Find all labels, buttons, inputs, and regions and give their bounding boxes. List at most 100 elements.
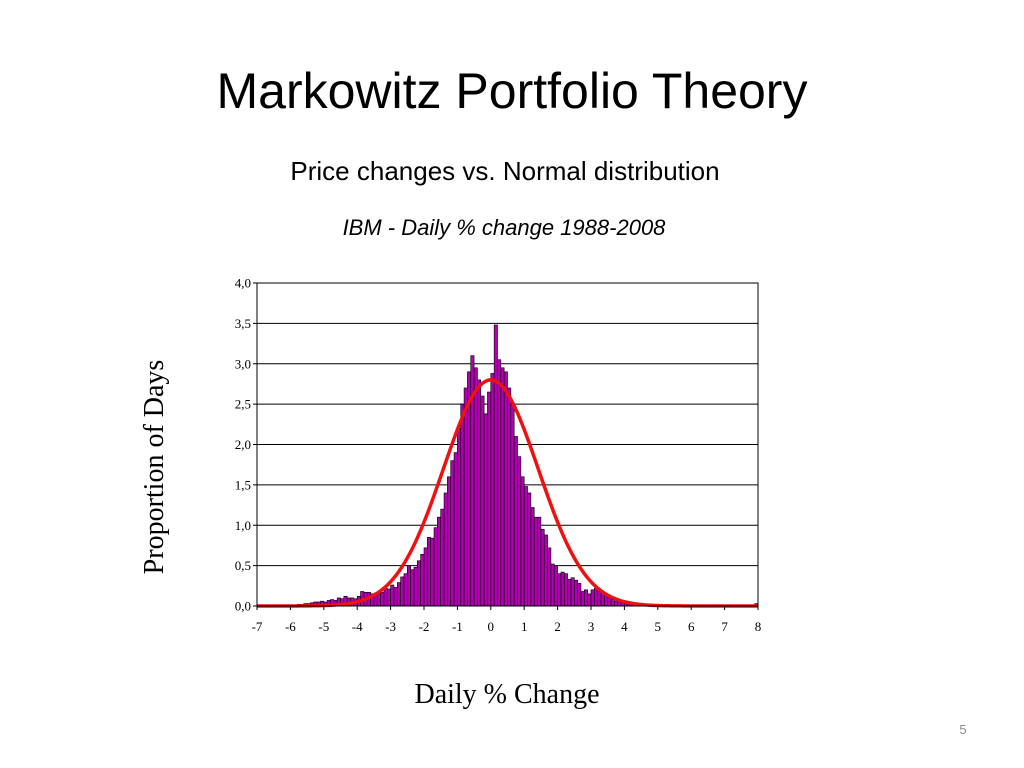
x-tick-label: -4 [352, 619, 363, 634]
x-tick-label: 7 [721, 619, 728, 634]
x-tick-label: 1 [521, 619, 528, 634]
x-tick-label: -2 [419, 619, 430, 634]
histogram-bar [557, 573, 562, 607]
histogram-bar [533, 516, 538, 607]
histogram-bar [413, 566, 418, 607]
histogram-bar [594, 587, 598, 607]
histogram-bar [480, 395, 485, 607]
x-tick-label: -1 [452, 619, 463, 634]
histogram-bar [393, 587, 398, 607]
y-tick-label: 2,0 [235, 437, 251, 452]
histogram-bar [386, 588, 391, 607]
histogram-bar [406, 565, 411, 607]
histogram-bar [573, 579, 578, 607]
histogram-bar [584, 589, 588, 607]
y-tick-label: 2,5 [235, 397, 251, 412]
x-tick-label: -6 [285, 619, 296, 634]
histogram-bar [487, 391, 492, 607]
histogram-bar [420, 554, 425, 607]
histogram-bar [410, 569, 415, 607]
histogram-bar [580, 591, 585, 607]
y-tick-label: 3,5 [235, 316, 251, 331]
y-tick-label: 1,0 [235, 518, 251, 533]
y-axis-label: Proportion of Days [139, 360, 170, 575]
histogram-bar [493, 324, 498, 607]
histogram-bar [520, 476, 525, 607]
histogram-bar [500, 367, 505, 607]
histogram-bar [563, 573, 568, 607]
x-tick-label: 0 [488, 619, 495, 634]
histogram-bar [587, 593, 592, 607]
histogram-bar [537, 516, 542, 607]
histogram-bar [417, 560, 421, 607]
histogram-bar [383, 587, 388, 607]
histogram-bar [540, 528, 545, 607]
histogram-bar [617, 601, 622, 607]
x-tick-label: 3 [588, 619, 595, 634]
histogram-bar [497, 359, 502, 607]
histogram-bar [607, 597, 612, 607]
y-tick-label: 0,5 [235, 558, 251, 573]
histogram-bar [600, 592, 605, 607]
histogram-bar [440, 508, 445, 607]
x-tick-label: 6 [688, 619, 695, 634]
histogram-bar [460, 403, 465, 607]
histogram-bar [503, 371, 508, 607]
histogram-bar [400, 576, 405, 607]
x-tick-label: 2 [554, 619, 561, 634]
histogram-bar [437, 516, 441, 607]
histogram-bar [403, 573, 408, 607]
x-tick-label: 4 [621, 619, 628, 634]
histogram-bar [430, 537, 435, 607]
y-tick-label: 4,0 [235, 276, 251, 291]
histogram-bar [433, 527, 438, 607]
y-tick-label: 1,5 [235, 477, 251, 492]
histogram-bars [256, 324, 759, 607]
histogram-bar [614, 600, 619, 607]
histogram-bar [450, 460, 455, 607]
histogram-bar [483, 413, 488, 607]
histogram-bar [547, 547, 552, 607]
slide-subtitle: Price changes vs. Normal distribution [290, 156, 720, 186]
slide-title: Markowitz Portfolio Theory [216, 63, 808, 119]
histogram-bar [447, 476, 452, 607]
histogram-bar [423, 547, 428, 607]
histogram-bar [567, 579, 572, 607]
histogram-bar [523, 486, 528, 607]
histogram-bar [510, 403, 515, 607]
histogram-bar [477, 379, 482, 607]
histogram-bar [590, 589, 595, 607]
histogram-bar [463, 387, 468, 607]
histogram-bar [390, 584, 395, 607]
histogram-bar [427, 537, 431, 607]
histogram-bar [396, 582, 401, 607]
histogram-bar [380, 591, 385, 607]
y-axis-ticks: 0,0 0,5 1,0 1,5 2,0 2,5 3,0 3,5 4,0 [235, 276, 257, 614]
page-number: 5 [959, 722, 967, 737]
chart-title: IBM - Daily % change 1988-2008 [342, 215, 666, 240]
x-tick-label: -3 [385, 619, 396, 634]
histogram-bar [443, 492, 448, 607]
histogram-bar [577, 583, 582, 607]
x-tick-label: 8 [755, 619, 762, 634]
histogram-bar [543, 534, 548, 607]
y-tick-label: 0,0 [235, 599, 251, 614]
histogram-bar [553, 565, 558, 607]
histogram-bar [457, 428, 462, 607]
x-axis-label: Daily % Change [414, 679, 599, 710]
x-tick-label: 5 [655, 619, 662, 634]
histogram-bar [473, 367, 478, 607]
histogram-bar [570, 577, 575, 607]
histogram-bar [453, 452, 458, 607]
histogram-bar [530, 507, 535, 607]
y-tick-label: 3,0 [235, 356, 251, 371]
histogram-bar [597, 591, 602, 607]
histogram-bar [490, 373, 495, 607]
histogram-bar [610, 599, 615, 607]
histogram-bar [550, 563, 555, 607]
x-axis-ticks: -7 -6 -5 -4 -3 -2 -1 0 1 2 3 4 5 6 7 8 [252, 606, 762, 634]
histogram-bar [560, 571, 565, 607]
histogram-bar [513, 436, 518, 607]
x-tick-label: -5 [318, 619, 329, 634]
